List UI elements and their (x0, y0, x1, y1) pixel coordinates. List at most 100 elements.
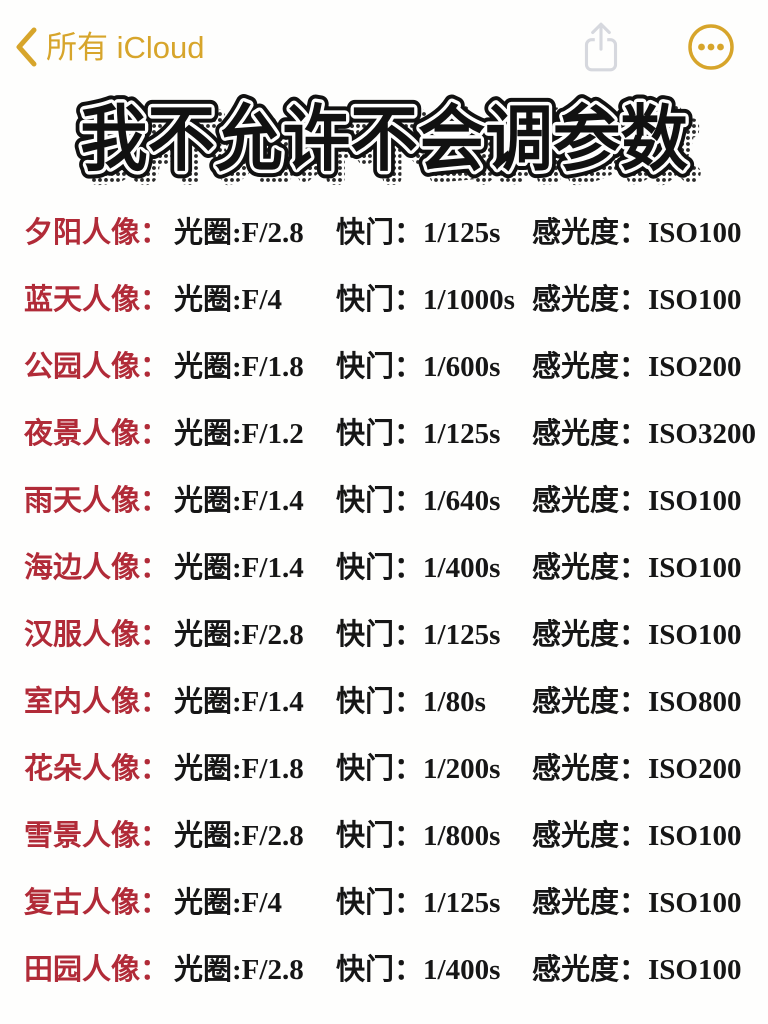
iso-value: ISO3200 (648, 417, 756, 450)
shutter-value: 1/400s (423, 953, 501, 986)
shutter-cell: 快门：1/600s (336, 343, 532, 385)
shutter-label: 快门： (336, 819, 424, 852)
iso-cell: 感光度：ISO100 (532, 209, 742, 251)
scene-label: 复古人像： (24, 879, 174, 921)
scene-name: 公园人像 (24, 350, 141, 383)
nav-actions (578, 19, 744, 75)
scene-label: 汉服人像： (24, 611, 174, 653)
aperture-cell: 光圈:F/1.2 (174, 410, 336, 452)
aperture-label: 光圈: (174, 752, 242, 785)
scene-name: 雪景人像 (24, 819, 141, 852)
scene-name: 汉服人像 (24, 618, 141, 651)
scene-name: 田园人像 (24, 953, 141, 986)
shutter-label: 快门： (336, 417, 424, 450)
iso-cell: 感光度：ISO100 (532, 276, 742, 318)
shutter-label: 快门： (336, 283, 424, 316)
title-outline: 我不允许不会调参数 (80, 100, 688, 180)
aperture-cell: 光圈:F/2.8 (174, 611, 336, 653)
scene-name: 夕阳人像 (24, 216, 141, 249)
iso-value: ISO100 (648, 283, 742, 316)
shutter-label: 快门： (336, 484, 424, 517)
table-row: 公园人像： 光圈:F/1.8 快门：1/600s 感光度：ISO200 (24, 330, 742, 397)
scene-colon: ： (140, 484, 170, 517)
aperture-value: F/4 (241, 886, 282, 919)
aperture-label: 光圈: (174, 685, 242, 718)
scene-name: 花朵人像 (24, 752, 141, 785)
scene-name: 复古人像 (24, 886, 141, 919)
iso-cell: 感光度：ISO100 (532, 879, 742, 921)
share-button[interactable] (578, 19, 624, 75)
iso-cell: 感光度：ISO3200 (532, 410, 756, 452)
chevron-left-icon (14, 26, 38, 68)
aperture-value: F/2.8 (241, 953, 304, 986)
scene-colon: ： (140, 551, 170, 584)
aperture-cell: 光圈:F/1.4 (174, 544, 336, 586)
shutter-label: 快门： (336, 350, 424, 383)
shutter-cell: 快门：1/125s (336, 410, 532, 452)
shutter-cell: 快门：1/1000s (336, 276, 532, 318)
aperture-cell: 光圈:F/1.8 (174, 343, 336, 385)
aperture-value: F/1.4 (241, 551, 304, 584)
iso-label: 感光度： (532, 551, 649, 584)
iso-cell: 感光度：ISO100 (532, 477, 742, 519)
aperture-cell: 光圈:F/1.4 (174, 678, 336, 720)
shutter-value: 1/400s (423, 551, 501, 584)
aperture-cell: 光圈:F/1.4 (174, 477, 336, 519)
shutter-cell: 快门：1/400s (336, 544, 532, 586)
scene-label: 夕阳人像： (24, 209, 174, 251)
iso-label: 感光度： (532, 618, 649, 651)
iso-value: ISO100 (648, 551, 742, 584)
table-row: 花朵人像： 光圈:F/1.8 快门：1/200s 感光度：ISO200 (24, 732, 742, 799)
scene-label: 雨天人像： (24, 477, 174, 519)
title-block: 我不允许不会调参数 我不允许不会调参数 我不允许不会调参数 (0, 88, 768, 193)
iso-label: 感光度： (532, 819, 649, 852)
iso-cell: 感光度：ISO100 (532, 812, 742, 854)
iso-cell: 感光度：ISO100 (532, 946, 742, 988)
scene-colon: ： (140, 752, 170, 785)
back-button[interactable]: 所有 iCloud (14, 26, 205, 68)
scene-label: 公园人像： (24, 343, 174, 385)
shutter-label: 快门： (336, 551, 424, 584)
table-row: 夕阳人像： 光圈:F/2.8 快门：1/125s 感光度：ISO100 (24, 196, 742, 263)
iso-cell: 感光度：ISO200 (532, 343, 742, 385)
table-row: 室内人像： 光圈:F/1.4 快门：1/80s 感光度：ISO800 (24, 665, 742, 732)
table-row: 海边人像： 光圈:F/1.4 快门：1/400s 感光度：ISO100 (24, 531, 742, 598)
aperture-label: 光圈: (174, 953, 242, 986)
iso-value: ISO100 (648, 953, 742, 986)
note-content[interactable]: 夕阳人像： 光圈:F/2.8 快门：1/125s 感光度：ISO100 蓝天人像… (0, 196, 768, 1000)
iso-value: ISO100 (648, 216, 742, 249)
aperture-value: F/1.4 (241, 484, 304, 517)
shutter-label: 快门： (336, 216, 424, 249)
aperture-label: 光圈: (174, 283, 242, 316)
shutter-value: 1/600s (423, 350, 501, 383)
aperture-label: 光圈: (174, 819, 242, 852)
note-title-art: 我不允许不会调参数 我不允许不会调参数 我不允许不会调参数 (73, 93, 703, 193)
scene-label: 田园人像： (24, 946, 174, 988)
iso-value: ISO200 (648, 350, 742, 383)
scene-label: 花朵人像： (24, 745, 174, 787)
shutter-value: 1/1000s (423, 283, 515, 316)
scene-label: 蓝天人像： (24, 276, 174, 318)
aperture-label: 光圈: (174, 551, 242, 584)
aperture-value: F/1.2 (241, 417, 304, 450)
shutter-value: 1/125s (423, 417, 501, 450)
aperture-value: F/2.8 (241, 618, 304, 651)
scene-label: 夜景人像： (24, 410, 174, 452)
iso-value: ISO100 (648, 886, 742, 919)
page-title: 我不允许不会调参数 (80, 100, 688, 180)
scene-label: 海边人像： (24, 544, 174, 586)
scene-colon: ： (140, 685, 170, 718)
more-button[interactable] (686, 22, 736, 72)
iso-label: 感光度： (532, 953, 649, 986)
shutter-cell: 快门：1/80s (336, 678, 532, 720)
aperture-value: F/4 (241, 283, 282, 316)
iso-value: ISO800 (648, 685, 742, 718)
iso-label: 感光度： (532, 283, 649, 316)
aperture-label: 光圈: (174, 417, 242, 450)
aperture-cell: 光圈:F/2.8 (174, 209, 336, 251)
scene-name: 海边人像 (24, 551, 141, 584)
iso-label: 感光度： (532, 417, 649, 450)
iso-label: 感光度： (532, 216, 649, 249)
aperture-value: F/2.8 (241, 216, 304, 249)
shutter-cell: 快门：1/125s (336, 879, 532, 921)
